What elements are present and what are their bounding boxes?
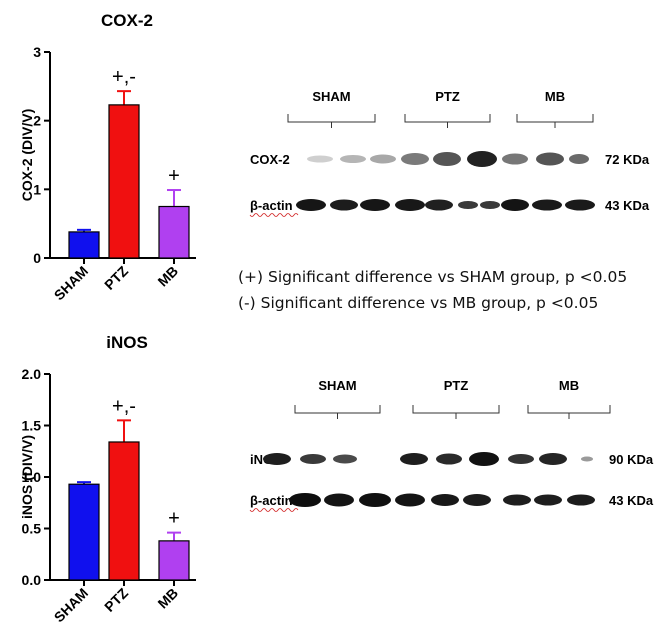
- inos-blot-band-1-2: [359, 493, 391, 507]
- inos-blot-spellcheck-underline: [249, 508, 299, 512]
- cox2-x-tick-label-ptz: PTZ: [101, 262, 131, 292]
- inos-bar-sham: [68, 483, 100, 581]
- cox2-blot-band-0-1: [340, 155, 366, 163]
- cox2-blot-band-0-8: [569, 154, 589, 164]
- cox2-western-blot: SHAM PTZ MB COX-2 72 KDa β-actin 43 KDa: [249, 89, 650, 217]
- legend-plus-note: (+) Significant difference vs SHAM group…: [238, 268, 628, 286]
- cox2-bar-mb: [158, 205, 190, 259]
- cox2-blot-band-0-6: [502, 153, 528, 165]
- cox2-blot-band-1-3: [395, 199, 425, 211]
- cox2-blot-band-0-3: [401, 153, 429, 165]
- inos-blot-bracket-mb: [527, 405, 611, 419]
- inos-y-tick-label: 1.5: [22, 418, 42, 434]
- inos-blot-band-1-6: [503, 494, 531, 506]
- inos-x-tick-label-sham: SHAM: [51, 585, 91, 625]
- inos-blot-band-0-5: [469, 452, 499, 466]
- legend-minus-note: (-) Significant difference vs MB group, …: [238, 294, 599, 312]
- cox2-blot-band-1-8: [532, 199, 562, 211]
- cox2-blot-bracket-sham: [287, 114, 376, 128]
- inos-blot-row-size-1: 43 KDa: [609, 493, 654, 508]
- cox2-blot-row-size-1: 43 KDa: [605, 198, 650, 213]
- cox2-bar-sham: [68, 231, 100, 259]
- cox2-blot-band-1-2: [360, 199, 390, 211]
- inos-blot-band-1-3: [395, 493, 425, 507]
- inos-x-tick-label-mb: MB: [154, 585, 181, 612]
- inos-blot-bracket-ptz: [412, 405, 500, 419]
- inos-blot-band-1-5: [463, 494, 491, 506]
- cox2-blot-band-0-5: [467, 151, 497, 167]
- cox2-blot-row-label-1: β-actin: [250, 198, 293, 213]
- cox2-blot-band-1-9: [565, 199, 595, 211]
- cox2-blot-band-1-7: [501, 199, 529, 211]
- inos-blot-group-label-ptz: PTZ: [444, 378, 469, 393]
- inos-x-tick-label-ptz: PTZ: [101, 584, 131, 614]
- cox2-blot-band-1-1: [330, 199, 358, 211]
- cox2-x-tick-label-sham: SHAM: [51, 263, 91, 303]
- cox2-blot-band-0-7: [536, 152, 564, 166]
- inos-blot-band-0-6: [508, 454, 534, 464]
- cox2-blot-band-1-0: [296, 199, 326, 211]
- inos-blot-band-0-2: [333, 454, 357, 464]
- cox2-y-axis-label: COX-2 (DIV/V): [19, 109, 35, 202]
- cox2-blot-spellcheck-underline: [249, 213, 299, 217]
- cox2-bar-chart: COX-2 COX-2 (DIV/V) 0 1 2 3 SHAM +,- PTZ + MB: [19, 11, 196, 303]
- inos-blot-band-0-4: [436, 453, 462, 465]
- inos-bar-ptz: [108, 441, 140, 581]
- inos-chart-title: iNOS: [106, 333, 148, 352]
- cox2-blot-group-label-mb: MB: [545, 89, 565, 104]
- cox2-significance-ptz: +,-: [112, 66, 136, 88]
- inos-blot-band-1-0: [289, 493, 321, 507]
- inos-blot-band-1-4: [431, 494, 459, 506]
- inos-bar-mb: [158, 540, 190, 581]
- inos-significance-ptz: +,-: [112, 395, 136, 417]
- cox2-chart-title: COX-2: [101, 11, 153, 30]
- cox2-blot-group-label-sham: SHAM: [312, 89, 350, 104]
- inos-blot-band-0-7: [539, 453, 567, 465]
- cox2-blot-band-0-2: [370, 154, 396, 164]
- cox2-y-tick-label: 3: [33, 44, 41, 60]
- inos-blot-band-1-7: [534, 494, 562, 506]
- cox2-blot-band-1-6: [480, 201, 500, 209]
- inos-blot-band-0-8: [581, 456, 593, 462]
- cox2-blot-band-1-5: [458, 201, 478, 209]
- inos-y-tick-label: 1.0: [22, 469, 42, 485]
- cox2-blot-row-label-0: COX-2: [250, 152, 290, 167]
- inos-blot-band-1-1: [324, 493, 354, 507]
- cox2-blot-band-0-4: [433, 152, 461, 166]
- inos-blot-group-label-sham: SHAM: [318, 378, 356, 393]
- inos-blot-band-0-0: [263, 453, 291, 465]
- cox2-bar-ptz: [108, 104, 140, 259]
- cox2-blot-band-0-0: [307, 155, 333, 163]
- cox2-y-tick-label: 2: [33, 113, 41, 129]
- cox2-blot-row-size-0: 72 KDa: [605, 152, 650, 167]
- cox2-significance-mb: +: [168, 165, 180, 187]
- cox2-y-tick-label: 0: [33, 250, 41, 266]
- cox2-blot-bracket-ptz: [404, 114, 491, 128]
- cox2-blot-bracket-mb: [516, 114, 594, 128]
- inos-blot-band-1-8: [567, 494, 595, 506]
- cox2-x-tick-label-mb: MB: [154, 263, 181, 290]
- inos-significance-mb: +: [168, 508, 180, 530]
- cox2-blot-band-1-4: [425, 199, 453, 211]
- cox2-y-tick-label: 1: [33, 181, 41, 197]
- inos-y-tick-label: 0.5: [22, 521, 42, 537]
- inos-blot-row-label-1: β-actin: [250, 493, 293, 508]
- inos-y-axis-label: iNOS (DIV/V): [19, 435, 35, 519]
- inos-blot-bracket-sham: [294, 405, 381, 419]
- inos-y-tick-label: 0.0: [22, 572, 42, 588]
- inos-blot-row-size-0: 90 KDa: [609, 452, 654, 467]
- inos-blot-band-0-1: [300, 454, 326, 464]
- inos-blot-band-0-3: [400, 453, 428, 465]
- inos-bar-chart: iNOS iNOS (DIV/V) 0.0 0.5 1.0 1.5 2.0 SHAM +,- PT…: [19, 333, 196, 625]
- inos-blot-group-label-mb: MB: [559, 378, 579, 393]
- cox2-blot-group-label-ptz: PTZ: [435, 89, 460, 104]
- inos-y-tick-label: 2.0: [22, 366, 42, 382]
